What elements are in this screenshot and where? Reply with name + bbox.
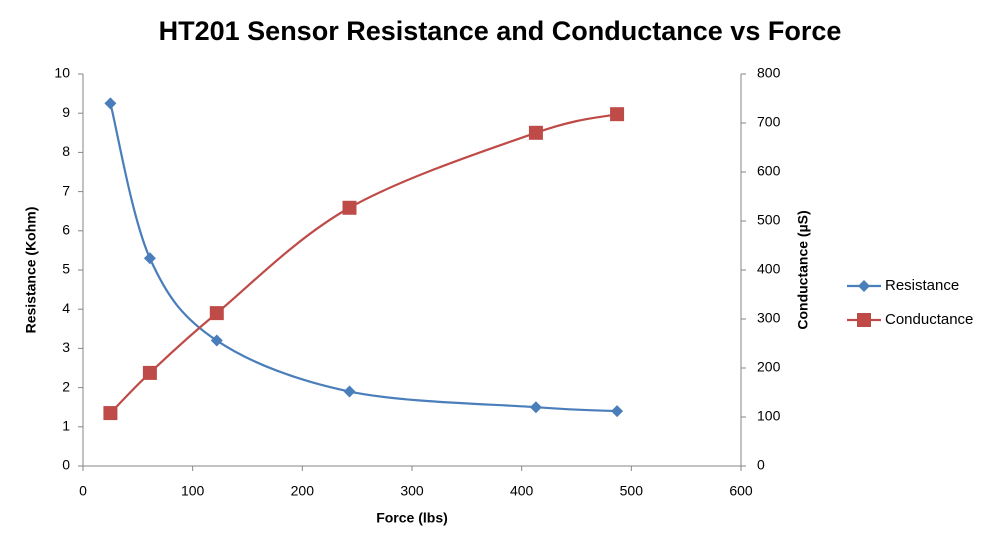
y2-tick-label: 500 xyxy=(757,212,781,228)
x-tick-label: 400 xyxy=(510,483,534,499)
y-tick-label: 1 xyxy=(62,418,70,434)
y2-tick-label: 400 xyxy=(757,261,781,277)
y-tick-label: 4 xyxy=(62,300,70,316)
y-tick-label: 9 xyxy=(62,104,70,120)
y-tick-label: 3 xyxy=(62,339,70,355)
data-point xyxy=(210,334,223,347)
data-point xyxy=(143,252,156,265)
data-point xyxy=(529,401,542,414)
x-tick-label: 0 xyxy=(79,483,87,499)
data-point xyxy=(342,200,357,215)
y-tick-label: 0 xyxy=(62,457,70,473)
data-point xyxy=(343,385,356,398)
x-tick-label: 200 xyxy=(291,483,315,499)
legend-label: Conductance xyxy=(885,311,973,328)
data-point xyxy=(209,306,224,321)
legend-marker xyxy=(858,280,870,292)
x-tick-label: 500 xyxy=(620,483,644,499)
legend-marker xyxy=(857,313,871,327)
y-tick-label: 2 xyxy=(62,378,70,394)
data-point xyxy=(103,406,118,421)
y2-tick-label: 700 xyxy=(757,114,781,130)
y2-tick-label: 0 xyxy=(757,457,765,473)
series-line xyxy=(109,103,618,413)
data-point xyxy=(610,107,625,122)
y-axis-label: Resistance (Kohm) xyxy=(23,207,39,334)
data-point xyxy=(611,405,624,418)
x-tick-label: 300 xyxy=(400,483,424,499)
chart-title: HT201 Sensor Resistance and Conductance … xyxy=(159,16,842,46)
x-tick-label: 100 xyxy=(181,483,205,499)
y2-tick-label: 100 xyxy=(757,408,781,424)
y2-tick-label: 200 xyxy=(757,359,781,375)
y-tick-label: 5 xyxy=(62,261,70,277)
data-point xyxy=(528,125,543,140)
x-axis-label: Force (lbs) xyxy=(376,510,448,526)
data-point xyxy=(104,97,117,110)
legend-label: Resistance xyxy=(885,277,959,294)
y-tick-label: 6 xyxy=(62,222,70,238)
y2-axis-label: Conductance (µS) xyxy=(795,210,811,329)
x-tick-label: 600 xyxy=(729,483,753,499)
y-tick-label: 7 xyxy=(62,182,70,198)
y-tick-label: 8 xyxy=(62,143,70,159)
y-tick-label: 10 xyxy=(54,65,70,81)
y2-tick-label: 600 xyxy=(757,163,781,179)
series-line xyxy=(109,113,618,414)
y2-tick-label: 800 xyxy=(757,65,781,81)
y2-tick-label: 300 xyxy=(757,310,781,326)
data-point xyxy=(142,365,157,380)
